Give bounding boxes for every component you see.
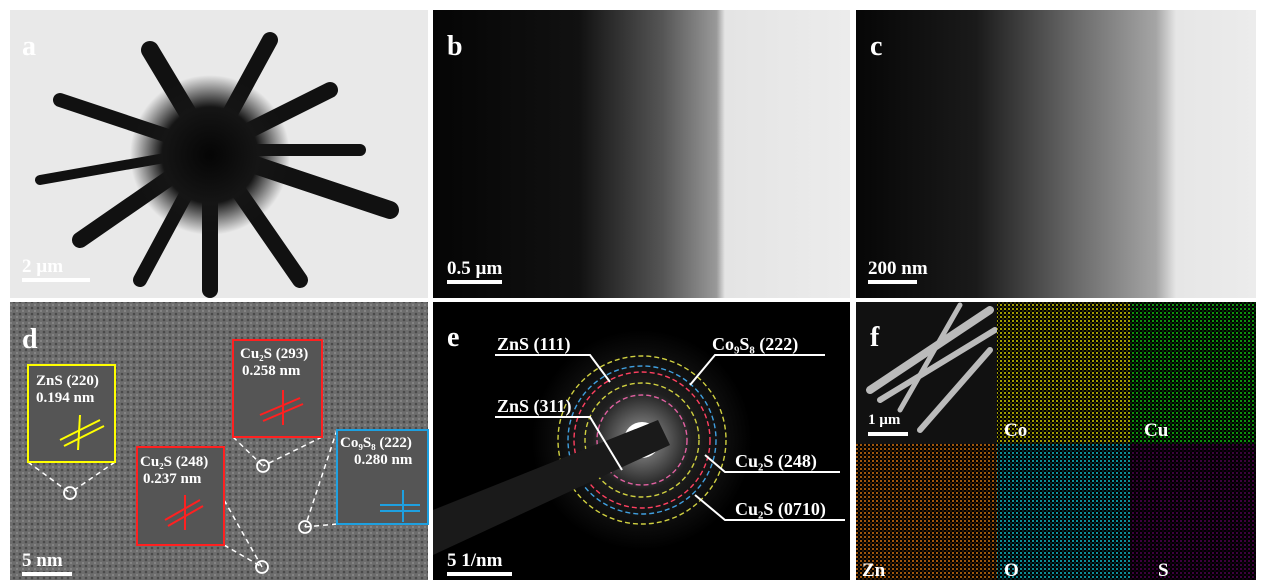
panel-c: c 200 nm [856,10,1256,298]
inset-box [27,364,116,463]
scale-bar-label: 1 µm [868,412,901,428]
spacing-label: 0.237 nm [143,471,202,487]
spacing-label: 0.258 nm [242,363,301,379]
element-label: S [1158,560,1169,581]
ring-label: Co₉S₈ (222) [712,334,798,355]
map-tint [997,302,1130,444]
panel-d: ZnS (220) 0.194 nm Cu₂S (293) 0.258 nm C… [10,302,429,580]
map-tint [997,444,1130,580]
panel-f: f 1 µm Co Cu Zn O S [856,302,1256,581]
inset-box [136,446,225,546]
scale-bar-label: 5 nm [22,550,63,571]
cluster-core [130,75,290,235]
map-tint [1130,302,1256,444]
panel-a: a 2 µm [10,10,428,298]
spacing-label: 0.194 nm [36,390,95,406]
panel-label: a [22,31,36,62]
element-label: Zn [862,560,886,581]
element-label: Cu [1144,420,1169,441]
lattice-marks [59,390,420,530]
plane-label: Cu₂S (293) [240,346,308,362]
scale-bar-label: 0.5 µm [447,258,502,279]
diffraction-rings [557,355,727,525]
panel-e: ZnS (111) Co₉S₈ (222) ZnS (311) Cu₂S (24… [433,302,850,580]
element-label: O [1004,560,1019,581]
scale-bar-label: 200 nm [868,258,928,279]
panel-b: b 0.5 µm [433,10,850,298]
callout-lines [27,429,338,568]
ring-label: ZnS (311) [497,396,572,417]
panel-bg [856,10,1256,298]
ring-label: Cu₂S (248) [735,451,817,472]
panel-bg [433,10,850,298]
plane-label: Co₉S₈ (222) [340,435,412,451]
inset-box [232,339,323,438]
haadf-rods [866,302,998,433]
beam-stop [433,420,670,555]
plane-label: ZnS (220) [36,373,99,389]
scale-bar-label: 5 1/nm [447,550,503,571]
panel-label: d [22,324,38,355]
panel-label: b [447,31,463,62]
ring-label: Cu₂S (0710) [735,499,826,520]
spacing-label: 0.280 nm [354,452,413,468]
plane-label: Cu₂S (248) [140,454,208,470]
scale-bar-label: 2 µm [22,256,63,277]
panel-label: c [870,31,882,62]
markers [63,459,312,574]
map-tint [856,444,997,580]
inset-box [336,429,429,525]
ring-label: ZnS (111) [497,334,571,355]
panel-label: e [447,322,459,353]
leader-lines [495,354,845,521]
element-label: Co [1004,420,1027,441]
map-tint [1130,444,1256,580]
panel-label: f [870,322,880,353]
